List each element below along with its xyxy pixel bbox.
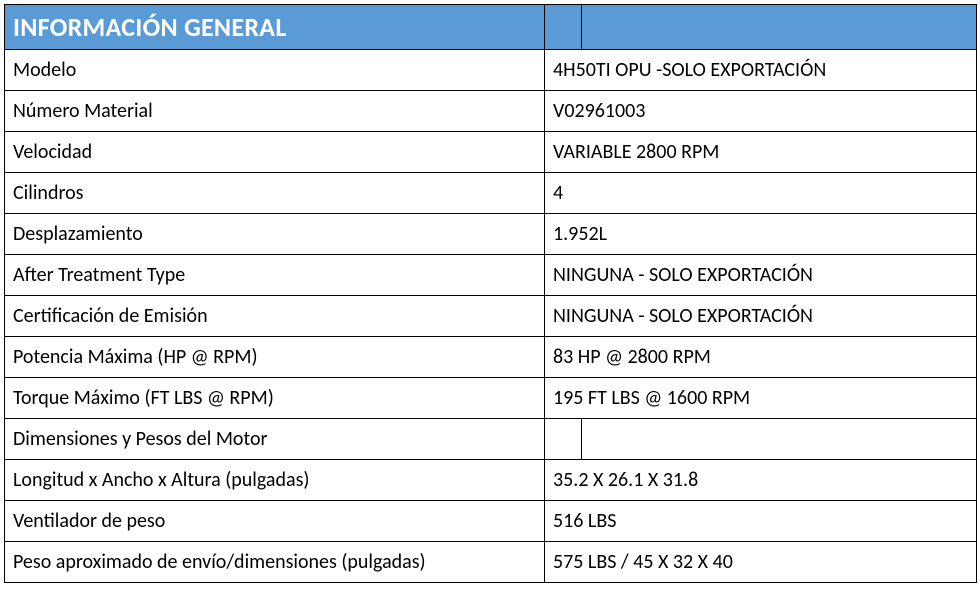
table-row: Desplazamiento1.952L bbox=[5, 214, 977, 255]
row-label: Modelo bbox=[5, 50, 545, 91]
row-value: 83 HP @ 2800 RPM bbox=[545, 337, 977, 378]
table-row: VelocidadVARIABLE 2800 RPM bbox=[5, 132, 977, 173]
row-value: NINGUNA - SOLO EXPORTACIÓN bbox=[545, 255, 977, 296]
table-row: Potencia Máxima (HP @ RPM)83 HP @ 2800 R… bbox=[5, 337, 977, 378]
row-label: After Treatment Type bbox=[5, 255, 545, 296]
table-row: Peso aproximado de envío/dimensiones (pu… bbox=[5, 542, 977, 583]
table-row: Cilindros4 bbox=[5, 173, 977, 214]
row-value: VARIABLE 2800 RPM bbox=[545, 132, 977, 173]
row-value: V02961003 bbox=[545, 91, 977, 132]
spec-table-body: INFORMACIÓN GENERAL Modelo4H50TI OPU -SO… bbox=[5, 5, 977, 583]
row-label: Desplazamiento bbox=[5, 214, 545, 255]
header-title: INFORMACIÓN GENERAL bbox=[5, 5, 545, 50]
row-value: 1.952L bbox=[545, 214, 977, 255]
table-row: Ventilador de peso516 LBS bbox=[5, 501, 977, 542]
row-value: 516 LBS bbox=[545, 501, 977, 542]
row-label: Longitud x Ancho x Altura (pulgadas) bbox=[5, 460, 545, 501]
table-row: Dimensiones y Pesos del Motor bbox=[5, 419, 977, 460]
header-value bbox=[582, 5, 977, 50]
header-row: INFORMACIÓN GENERAL bbox=[5, 5, 977, 50]
row-label: Peso aproximado de envío/dimensiones (pu… bbox=[5, 542, 545, 583]
table-row: Certificación de EmisiónNINGUNA - SOLO E… bbox=[5, 296, 977, 337]
row-label: Certificación de Emisión bbox=[5, 296, 545, 337]
row-label: Dimensiones y Pesos del Motor bbox=[5, 419, 545, 460]
table-row: Número MaterialV02961003 bbox=[5, 91, 977, 132]
row-label: Ventilador de peso bbox=[5, 501, 545, 542]
row-value: 575 LBS / 45 X 32 X 40 bbox=[545, 542, 977, 583]
row-gap bbox=[545, 419, 582, 460]
row-value: 195 FT LBS @ 1600 RPM bbox=[545, 378, 977, 419]
row-label: Velocidad bbox=[5, 132, 545, 173]
row-value: NINGUNA - SOLO EXPORTACIÓN bbox=[545, 296, 977, 337]
row-label: Número Material bbox=[5, 91, 545, 132]
row-value: 4 bbox=[545, 173, 977, 214]
row-value bbox=[582, 419, 977, 460]
row-value: 35.2 X 26.1 X 31.8 bbox=[545, 460, 977, 501]
row-label: Torque Máximo (FT LBS @ RPM) bbox=[5, 378, 545, 419]
row-label: Cilindros bbox=[5, 173, 545, 214]
table-row: After Treatment TypeNINGUNA - SOLO EXPOR… bbox=[5, 255, 977, 296]
header-gap bbox=[545, 5, 582, 50]
table-row: Longitud x Ancho x Altura (pulgadas)35.2… bbox=[5, 460, 977, 501]
table-row: Torque Máximo (FT LBS @ RPM)195 FT LBS @… bbox=[5, 378, 977, 419]
spec-table: INFORMACIÓN GENERAL Modelo4H50TI OPU -SO… bbox=[4, 4, 977, 583]
row-label: Potencia Máxima (HP @ RPM) bbox=[5, 337, 545, 378]
table-row: Modelo4H50TI OPU -SOLO EXPORTACIÓN bbox=[5, 50, 977, 91]
row-value: 4H50TI OPU -SOLO EXPORTACIÓN bbox=[545, 50, 977, 91]
